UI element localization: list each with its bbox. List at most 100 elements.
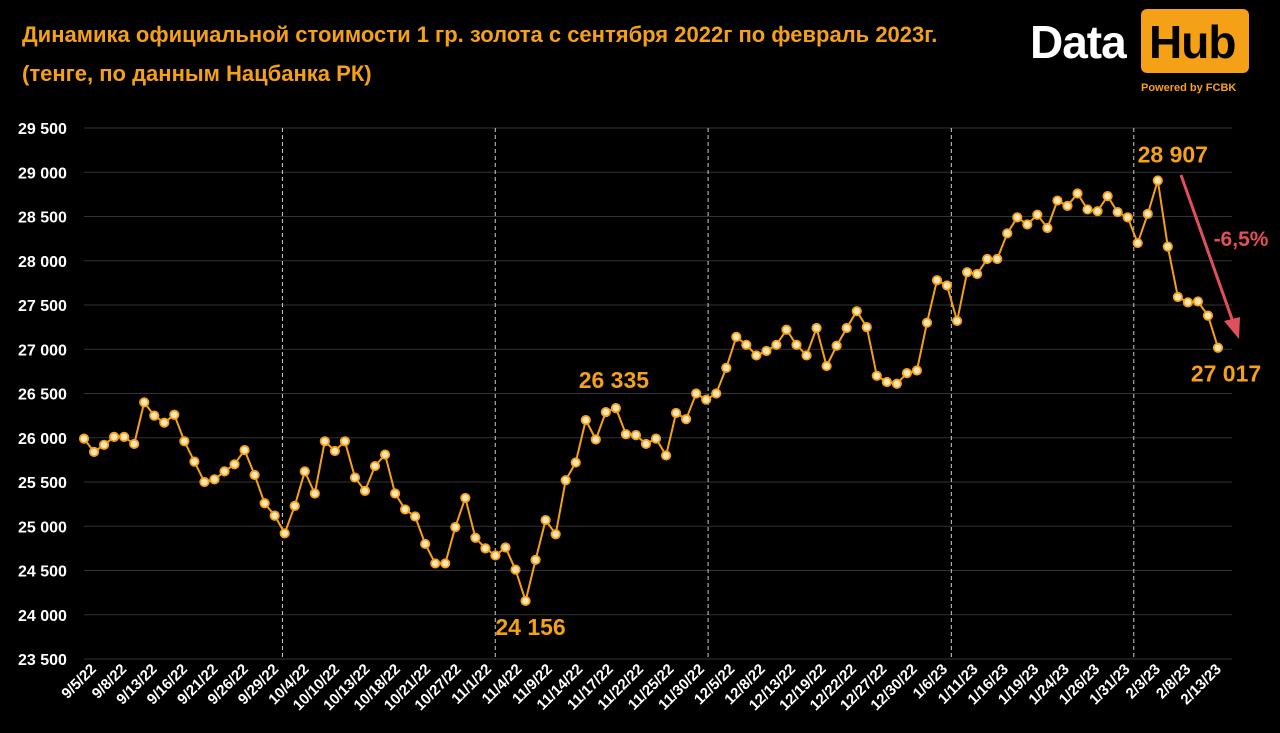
data-point xyxy=(109,431,120,442)
data-point xyxy=(761,345,772,357)
y-tick-label: 23 500 xyxy=(18,652,67,669)
data-point xyxy=(821,360,832,372)
data-point xyxy=(781,324,792,335)
data-point xyxy=(1082,204,1093,215)
data-point xyxy=(901,368,913,379)
data-point xyxy=(129,438,140,450)
data-point xyxy=(1002,228,1013,239)
logo-word-hub: Hub xyxy=(1149,16,1236,68)
data-point xyxy=(590,434,601,445)
data-point xyxy=(119,431,130,442)
y-tick-label: 28 000 xyxy=(18,254,67,271)
data-point xyxy=(1062,200,1073,211)
data-point xyxy=(450,522,461,533)
data-point xyxy=(410,511,421,522)
data-point xyxy=(620,429,632,440)
decline-arrow-head xyxy=(1224,317,1240,339)
data-point xyxy=(801,350,812,361)
data-point xyxy=(88,446,100,458)
data-point xyxy=(389,488,401,499)
y-tick-label: 24 500 xyxy=(18,564,67,581)
data-point xyxy=(691,388,702,399)
data-point xyxy=(982,253,993,265)
data-point xyxy=(1032,209,1043,220)
y-tick-label: 29 000 xyxy=(18,165,67,182)
peak-label-nov: 26 335 xyxy=(579,367,650,393)
data-point xyxy=(289,500,300,511)
powered-by-label: Powered by FCBK xyxy=(1141,82,1237,94)
data-point xyxy=(931,275,943,286)
data-point xyxy=(861,322,872,333)
data-point xyxy=(1102,191,1113,202)
data-point xyxy=(530,554,541,565)
data-point xyxy=(580,414,591,426)
data-point xyxy=(1022,219,1033,230)
data-point xyxy=(871,370,882,381)
data-point xyxy=(309,488,320,499)
data-point xyxy=(841,322,852,334)
data-point xyxy=(951,315,963,327)
data-point xyxy=(550,529,561,540)
data-point xyxy=(721,362,732,373)
data-point xyxy=(1092,206,1103,217)
data-point xyxy=(630,429,642,441)
data-point xyxy=(881,376,892,388)
data-point xyxy=(199,476,210,488)
data-point xyxy=(911,365,923,376)
data-point xyxy=(921,317,933,328)
peak-label-feb: 28 907 xyxy=(1138,141,1208,167)
data-point xyxy=(660,450,672,461)
data-point xyxy=(992,253,1003,265)
data-point xyxy=(480,543,491,554)
y-tick-label: 24 000 xyxy=(18,608,67,625)
data-point xyxy=(179,436,190,447)
data-point xyxy=(1162,241,1173,252)
data-point xyxy=(379,449,391,460)
last-value-label: 27 017 xyxy=(1191,361,1261,387)
data-point xyxy=(560,475,571,486)
data-point xyxy=(570,457,581,468)
data-point xyxy=(640,438,652,450)
data-point xyxy=(1152,175,1163,186)
data-point xyxy=(490,550,501,561)
data-point xyxy=(681,414,692,425)
data-point xyxy=(139,397,150,408)
data-point xyxy=(279,528,290,539)
data-point xyxy=(369,460,381,472)
decline-arrow-shaft xyxy=(1179,174,1235,323)
data-point xyxy=(209,474,220,485)
chart-subtitle: (тенге, по данным Нацбанка РК) xyxy=(22,61,372,86)
data-point xyxy=(650,433,662,444)
data-point xyxy=(149,410,160,421)
data-point xyxy=(1042,222,1053,234)
logo-word-data: Data xyxy=(1030,16,1127,68)
y-tick-label: 27 000 xyxy=(18,342,67,359)
data-point xyxy=(1172,291,1183,303)
data-point xyxy=(440,558,451,569)
data-point xyxy=(339,436,351,447)
y-tick-label: 25 500 xyxy=(18,475,67,492)
data-point xyxy=(349,472,361,483)
data-point xyxy=(510,564,521,575)
data-point xyxy=(189,456,200,467)
data-point xyxy=(329,445,340,457)
data-point xyxy=(972,268,983,280)
series-line xyxy=(83,180,1219,605)
data-point xyxy=(600,406,611,418)
data-point xyxy=(420,538,431,550)
data-point xyxy=(1212,342,1224,353)
y-tick-label: 25 000 xyxy=(18,519,67,536)
data-point xyxy=(741,339,752,350)
data-point xyxy=(319,436,330,447)
data-point xyxy=(610,403,621,414)
data-point xyxy=(219,466,230,477)
data-point xyxy=(540,514,551,526)
y-tick-label: 28 500 xyxy=(18,210,67,227)
data-point xyxy=(229,459,240,470)
data-point xyxy=(1122,212,1133,223)
low-label-nov: 24 156 xyxy=(495,614,565,640)
data-point xyxy=(1112,206,1123,218)
data-point xyxy=(78,433,90,444)
data-point xyxy=(299,466,310,477)
